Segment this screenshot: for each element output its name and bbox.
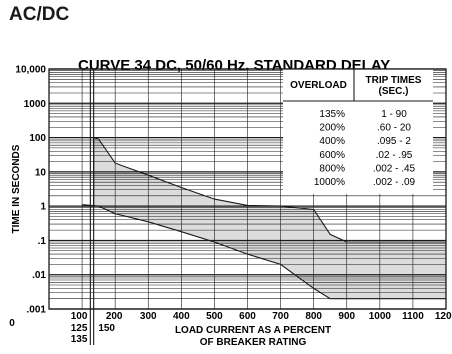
x-tick-label: 135: [71, 334, 88, 345]
x-tick-label: 700: [272, 311, 289, 322]
table-header-overload: OVERLOAD: [290, 80, 347, 91]
y-tick-label: .001: [27, 305, 47, 316]
table-cell-overload: 200%: [319, 123, 345, 134]
table-header-trip-times: TRIP TIMES: [366, 75, 422, 86]
y-axis-label: TIME IN SECONDS: [11, 144, 22, 233]
y-tick-label: 1: [40, 202, 46, 213]
y-tick-label: 1000: [24, 99, 47, 110]
x-tick-label: 500: [206, 311, 223, 322]
plot-frame: [48, 68, 447, 310]
x-tick-label: 1000: [369, 311, 392, 322]
table-background: [283, 69, 433, 194]
table-cell-trip-time: .002 - .45: [373, 163, 416, 174]
x-tick-label: 900: [338, 311, 355, 322]
x-tick-label: 0: [9, 318, 15, 329]
trip-curves: [82, 136, 446, 300]
reference-lines: [89, 69, 95, 345]
table-cell-overload: 800%: [319, 163, 345, 174]
x-tick-label: 150: [98, 323, 115, 334]
table-cell-trip-time: .02 - .95: [376, 150, 413, 161]
table-header-sec: (SEC.): [379, 86, 409, 97]
table-cell-overload: 1000%: [314, 177, 345, 188]
y-tick-label: 10,000: [15, 65, 46, 76]
trip-time-table: OVERLOAD TRIP TIMES(SEC.) 135% 1 - 90 200% .6…: [283, 69, 433, 194]
y-tick-label: 10: [35, 167, 47, 178]
x-tick-label: 600: [239, 311, 256, 322]
table-cell-trip-time: 1 - 90: [381, 109, 407, 120]
x-tick-label: 1200: [435, 311, 452, 322]
x-tick-label: 1100: [402, 311, 424, 322]
lower-trip-curve: [82, 204, 446, 300]
page-header: AC/DC: [9, 4, 70, 25]
x-tick-label: 400: [173, 311, 190, 322]
x-tick-label: 300: [140, 311, 157, 322]
table-cell-overload: 400%: [319, 136, 345, 147]
table-cell-trip-time: .002 - .09: [373, 177, 416, 188]
table-cell-trip-time: .60 - 20: [377, 123, 411, 134]
y-tick-label: .01: [32, 270, 46, 281]
table-cell-overload: 135%: [319, 109, 345, 120]
x-tick-label: 800: [305, 311, 322, 322]
table-cell-trip-time: .095 - 2: [377, 136, 411, 147]
x-tick-label: 200: [106, 311, 123, 322]
x-tick-label: 125: [71, 323, 88, 334]
x-tick-label: 100: [71, 311, 88, 322]
table-cell-overload: 600%: [319, 150, 345, 161]
upper-trip-curve: [82, 136, 446, 243]
y-tick-labels: 10,000 1000 100 10 1 .1 .01 .001: [15, 65, 46, 316]
x-axis-label-line-1: LOAD CURRENT AS A PERCENT: [175, 325, 331, 336]
x-axis-label-line-2: OF BREAKER RATING: [200, 337, 307, 348]
y-tick-label: 100: [29, 133, 46, 144]
y-tick-label: .1: [38, 236, 47, 247]
